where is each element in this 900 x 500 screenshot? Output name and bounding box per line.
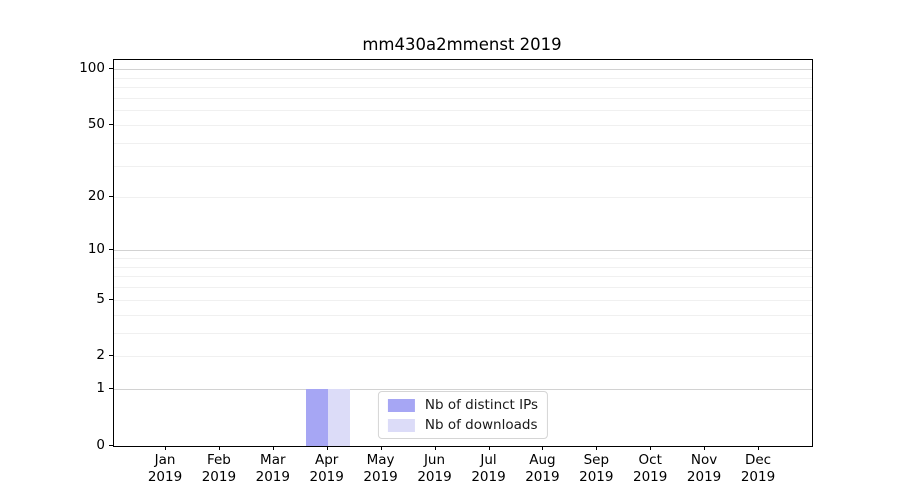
y-tick-mark [109, 196, 113, 198]
y-tick-label: 10 [87, 241, 105, 258]
x-tick-mark [650, 446, 652, 450]
x-tick-label: Dec 2019 [730, 452, 786, 485]
y-gridline-minor [114, 77, 812, 79]
y-gridline-minor [114, 110, 812, 112]
x-tick-year: 2019 [686, 468, 722, 485]
x-tick-label: Mar 2019 [245, 452, 301, 485]
y-tick-label: 20 [87, 188, 105, 205]
y-gridline-minor [114, 165, 812, 167]
x-tick-mark [272, 446, 274, 450]
legend-swatch [387, 398, 415, 412]
x-tick-year: 2019 [417, 468, 452, 485]
x-tick-mark [596, 446, 598, 450]
y-tick-mark [109, 445, 113, 446]
y-tick-mark [109, 124, 113, 125]
y-tick-mark [109, 249, 113, 251]
legend-label: Nb of distinct IPs [424, 397, 539, 413]
x-tick-month: Apr [315, 452, 339, 468]
x-tick-month: Jun [423, 452, 446, 468]
legend-label: Nb of downloads [424, 417, 538, 433]
x-tick-month: Nov [690, 452, 718, 468]
y-gridline-minor [114, 287, 812, 289]
x-tick-label: Apr 2019 [299, 452, 355, 485]
y-gridline-minor [114, 258, 812, 259]
y-gridline-minor [114, 142, 812, 144]
x-tick-month: Sep [583, 452, 610, 468]
x-tick-year: 2019 [633, 468, 668, 485]
x-tick-label: Oct 2019 [622, 452, 678, 485]
y-gridline-minor [114, 97, 812, 99]
x-tick-label: Feb 2019 [191, 452, 247, 485]
y-tick-label: 1 [96, 380, 105, 397]
x-tick-mark [165, 446, 166, 450]
y-tick-label: 0 [96, 437, 105, 453]
x-tick-year: 2019 [740, 468, 776, 485]
legend-swatch [387, 418, 415, 432]
x-tick-year: 2019 [525, 468, 560, 485]
x-tick-year: 2019 [471, 468, 506, 485]
x-tick-month: Feb [206, 452, 231, 468]
y-gridline-minor [114, 356, 812, 358]
plot-area: Nb of distinct IPs Nb of downloads [113, 59, 813, 447]
x-tick-month: Aug [529, 452, 556, 468]
y-tick-mark [109, 355, 113, 357]
y-tick-mark [109, 388, 113, 390]
y-gridline-major [114, 250, 812, 252]
y-tick-label: 2 [96, 347, 105, 364]
y-gridline-minor [114, 125, 812, 126]
y-gridline-minor [114, 197, 812, 199]
x-tick-label: Jul 2019 [461, 452, 517, 485]
x-tick-label: Jan 2019 [137, 452, 193, 485]
x-tick-month: Oct [638, 452, 662, 468]
y-tick-label: 50 [87, 116, 105, 132]
y-tick-mark [109, 298, 113, 300]
y-gridline-major [114, 389, 812, 391]
x-tick-mark [488, 446, 490, 450]
legend-item: Nb of distinct IPs [387, 397, 539, 413]
chart-title: mm430a2mmenst 2019 [362, 35, 562, 54]
x-tick-year: 2019 [147, 468, 183, 485]
y-gridline-minor [114, 332, 812, 334]
x-tick-year: 2019 [309, 468, 344, 485]
y-gridline-minor [114, 266, 812, 268]
x-tick-label: May 2019 [353, 452, 409, 485]
y-tick-label: 5 [96, 290, 105, 307]
x-tick-label: Nov 2019 [676, 452, 732, 485]
x-tick-mark [218, 446, 220, 450]
x-tick-mark [434, 446, 436, 450]
x-tick-year: 2019 [579, 468, 614, 485]
x-tick-mark [758, 446, 759, 450]
x-tick-year: 2019 [201, 468, 237, 485]
x-tick-month: Dec [744, 452, 772, 468]
x-tick-month: May [366, 452, 395, 468]
y-gridline-minor [114, 87, 812, 89]
x-tick-mark [326, 446, 328, 450]
bar-nb-of-distinct-ips [305, 389, 328, 446]
y-gridline-minor [114, 314, 812, 316]
x-tick-year: 2019 [363, 468, 398, 485]
x-tick-month: Jul [480, 452, 497, 468]
y-gridline-major [114, 69, 812, 71]
x-tick-mark [380, 446, 382, 450]
y-tick-mark [109, 68, 113, 70]
x-tick-mark [542, 446, 544, 450]
legend: Nb of distinct IPs Nb of downloads [377, 391, 549, 439]
y-gridline-minor [114, 299, 812, 301]
y-gridline-minor [114, 276, 812, 278]
x-tick-label: Aug 2019 [514, 452, 570, 485]
bar-nb-of-downloads [327, 389, 350, 446]
x-tick-mark [704, 446, 706, 450]
y-tick-label: 100 [79, 60, 105, 77]
x-tick-year: 2019 [255, 468, 290, 485]
x-tick-month: Mar [260, 452, 286, 468]
x-tick-month: Jan [154, 452, 176, 468]
x-tick-label: Jun 2019 [407, 452, 463, 485]
legend-item: Nb of downloads [387, 417, 538, 433]
x-tick-label: Sep 2019 [568, 452, 624, 485]
